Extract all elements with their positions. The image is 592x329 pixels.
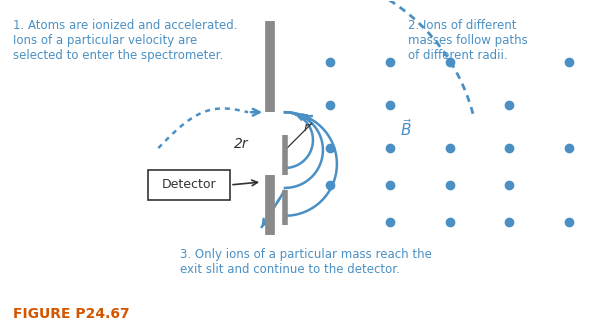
Text: r: r (304, 121, 308, 134)
Text: 3. Only ions of a particular mass reach the
exit slit and continue to the detect: 3. Only ions of a particular mass reach … (181, 248, 432, 276)
Text: $\vec{B}$: $\vec{B}$ (400, 118, 412, 139)
Text: 1. Atoms are ionized and accelerated.
Ions of a particular velocity are
selected: 1. Atoms are ionized and accelerated. Io… (12, 19, 237, 62)
Text: Detector: Detector (162, 178, 217, 191)
Text: 2. Ions of different
masses follow paths
of different radii.: 2. Ions of different masses follow paths… (408, 19, 527, 62)
FancyBboxPatch shape (149, 170, 230, 200)
Text: FIGURE P24.67: FIGURE P24.67 (12, 307, 129, 321)
Text: 2r: 2r (233, 137, 248, 151)
